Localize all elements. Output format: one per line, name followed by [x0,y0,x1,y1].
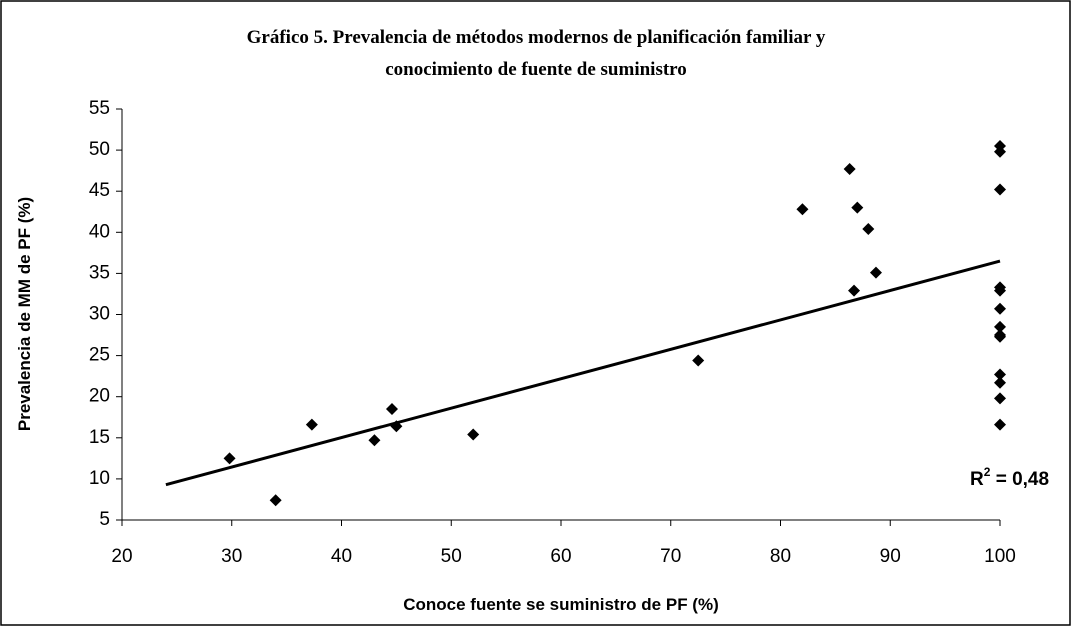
point [994,376,1006,389]
y-axis-label: Prevalencia de MM de PF (%) [15,197,34,431]
point [994,392,1006,405]
point [994,320,1006,333]
point [223,452,236,465]
x-tick-label: 90 [880,546,901,567]
r-squared-base: R [970,469,984,490]
y-tick-label: 55 [89,98,110,119]
point [692,354,705,367]
y-tick-label: 5 [99,509,110,530]
chart-title: Gráfico 5. Prevalencia de métodos modern… [247,27,826,48]
point [994,368,1006,381]
point [994,302,1006,315]
point [994,330,1006,343]
point [869,266,882,279]
point [390,420,403,433]
x-tick-label: 80 [770,546,791,567]
point [994,145,1006,158]
y-tick-label: 40 [89,221,110,242]
y-tick-label: 25 [89,345,110,366]
x-tick-label: 70 [660,546,681,567]
point [305,418,318,431]
r-squared-sup: 2 [984,465,991,479]
point [385,403,398,416]
point [851,201,864,214]
x-tick-label: 30 [221,546,242,567]
r-squared: R2 = 0,48 [970,465,1049,490]
point [994,418,1006,431]
x-tick-label: 100 [984,546,1016,567]
y-tick-label: 30 [89,304,110,325]
r-squared-rest: = 0,48 [990,469,1049,490]
point [368,434,381,447]
x-tick-label: 60 [550,546,571,567]
y-tick-label: 20 [89,386,110,407]
y-tick-label: 45 [89,180,110,201]
point [269,494,282,507]
point [843,163,856,176]
point [994,284,1006,297]
y-tick-label: 50 [89,139,110,160]
point [862,223,875,236]
x-axis-label: Conoce fuente se suministro de PF (%) [403,595,719,614]
x-tick-label: 40 [331,546,352,567]
point [848,284,861,297]
x-tick-label: 20 [111,546,132,567]
point [796,203,809,216]
point [994,183,1006,196]
x-tick-label: 50 [441,546,462,567]
chart-title: conocimiento de fuente de suministro [385,59,687,80]
point [467,428,480,441]
y-tick-label: 10 [89,468,110,489]
trendline [165,259,1001,487]
y-tick-label: 15 [89,427,110,448]
y-tick-label: 35 [89,262,110,283]
